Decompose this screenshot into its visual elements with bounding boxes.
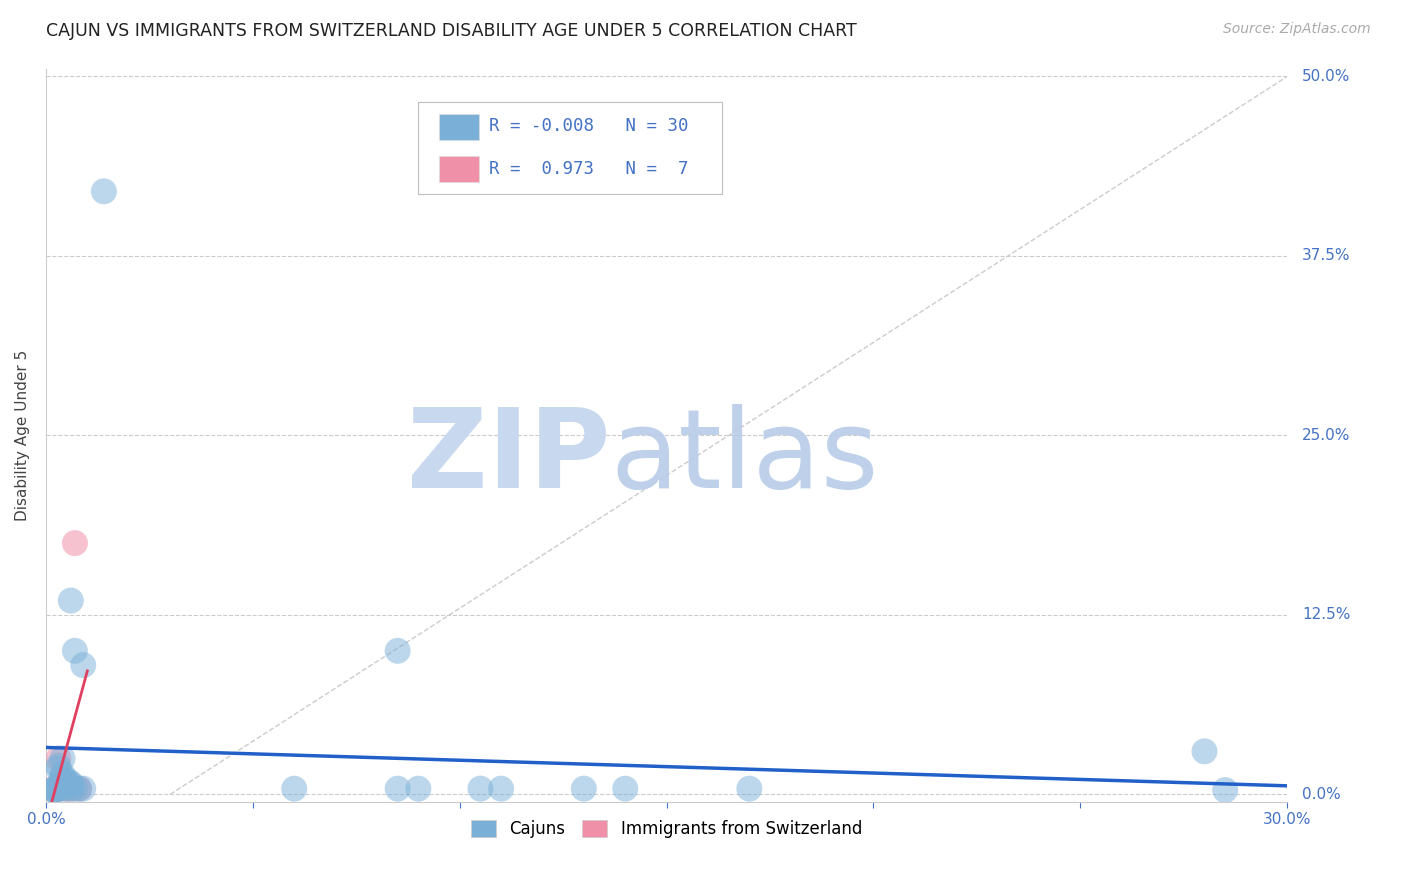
Point bbox=[1213, 783, 1236, 797]
Point bbox=[44, 783, 66, 797]
Point bbox=[44, 783, 66, 797]
Text: Source: ZipAtlas.com: Source: ZipAtlas.com bbox=[1223, 22, 1371, 37]
Point bbox=[59, 593, 82, 607]
Text: 12.5%: 12.5% bbox=[1302, 607, 1351, 623]
Point bbox=[387, 781, 409, 796]
Text: 50.0%: 50.0% bbox=[1302, 69, 1351, 84]
Text: 25.0%: 25.0% bbox=[1302, 428, 1351, 443]
Point bbox=[283, 781, 305, 796]
Text: ZIP: ZIP bbox=[408, 404, 610, 511]
Point bbox=[387, 644, 409, 658]
Point bbox=[48, 781, 70, 796]
Bar bbox=[440, 114, 479, 139]
Point bbox=[63, 781, 86, 796]
Bar bbox=[440, 156, 479, 182]
Point bbox=[67, 781, 90, 796]
Point bbox=[63, 536, 86, 550]
Point bbox=[51, 781, 73, 796]
Point bbox=[48, 762, 70, 776]
Text: 0.0%: 0.0% bbox=[1302, 787, 1341, 802]
Point bbox=[67, 781, 90, 796]
Point bbox=[59, 776, 82, 790]
Point bbox=[55, 781, 77, 796]
Text: atlas: atlas bbox=[610, 404, 879, 511]
Point bbox=[51, 767, 73, 781]
Point bbox=[489, 781, 512, 796]
Point bbox=[470, 781, 492, 796]
Point bbox=[63, 644, 86, 658]
Point bbox=[51, 751, 73, 765]
Text: CAJUN VS IMMIGRANTS FROM SWITZERLAND DISABILITY AGE UNDER 5 CORRELATION CHART: CAJUN VS IMMIGRANTS FROM SWITZERLAND DIS… bbox=[46, 22, 858, 40]
Point bbox=[51, 772, 73, 787]
Point bbox=[48, 779, 70, 793]
Point bbox=[55, 776, 77, 790]
Text: R =  0.973   N =  7: R = 0.973 N = 7 bbox=[489, 160, 689, 178]
Point bbox=[55, 781, 77, 796]
Point bbox=[44, 783, 66, 797]
Point bbox=[51, 770, 73, 784]
Point bbox=[44, 781, 66, 796]
Point bbox=[614, 781, 637, 796]
Legend: Cajuns, Immigrants from Switzerland: Cajuns, Immigrants from Switzerland bbox=[464, 813, 869, 845]
Point bbox=[59, 777, 82, 791]
Point bbox=[44, 781, 66, 796]
Point bbox=[1194, 744, 1216, 758]
Text: 37.5%: 37.5% bbox=[1302, 249, 1351, 263]
Point bbox=[59, 781, 82, 796]
Point bbox=[48, 751, 70, 765]
Text: R = -0.008   N = 30: R = -0.008 N = 30 bbox=[489, 118, 689, 136]
Point bbox=[48, 758, 70, 772]
Point bbox=[93, 185, 115, 199]
Point bbox=[408, 781, 430, 796]
Point bbox=[72, 781, 94, 796]
FancyBboxPatch shape bbox=[419, 103, 723, 194]
Y-axis label: Disability Age Under 5: Disability Age Under 5 bbox=[15, 350, 30, 521]
Point bbox=[48, 781, 70, 796]
Point bbox=[48, 781, 70, 796]
Point bbox=[59, 781, 82, 796]
Point bbox=[738, 781, 761, 796]
Point bbox=[572, 781, 595, 796]
Point bbox=[72, 658, 94, 673]
Point bbox=[55, 772, 77, 787]
